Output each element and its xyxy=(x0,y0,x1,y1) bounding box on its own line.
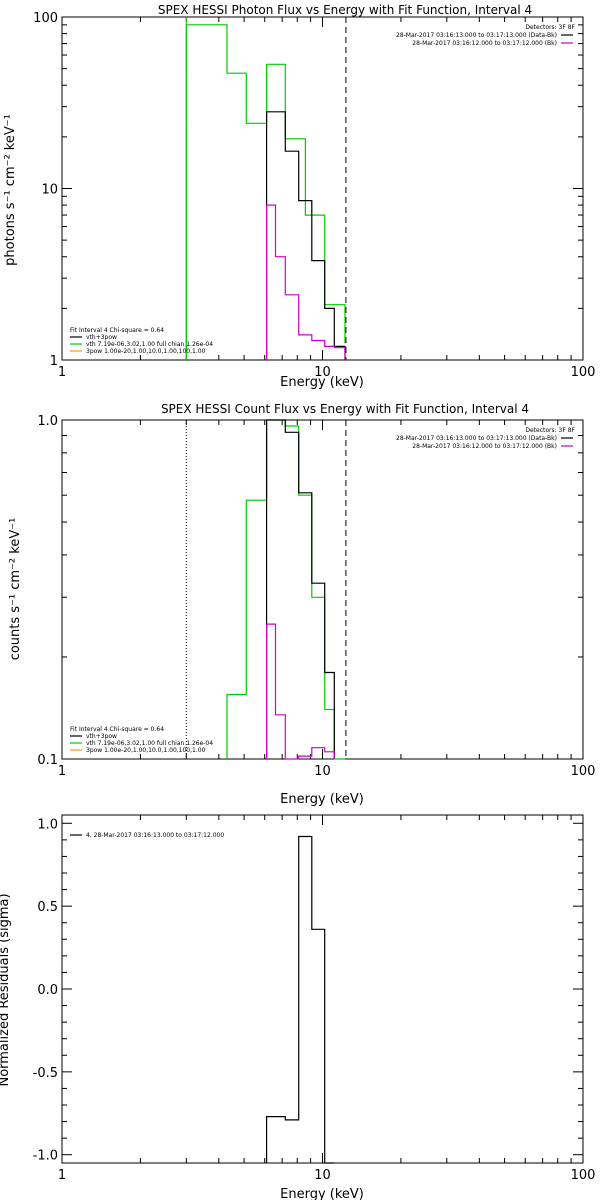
legend-header: Detectors: 3F 8F xyxy=(525,427,575,434)
legend-entry: 3pow 1.00e-20,1.00,10.0,1.00,100,1.00 xyxy=(86,747,206,754)
legend-entry: vth 7.19e-06,3.02,1.00 full chian 1.26e-… xyxy=(86,740,213,747)
legend-entry: vth+3pow xyxy=(86,733,117,740)
x-axis-label: Energy (keV) xyxy=(280,375,364,390)
y-tick-label: 100 xyxy=(33,11,58,26)
panel-title: SPEX HESSI Photon Flux vs Energy with Fi… xyxy=(158,3,532,17)
y-tick-label: 0.0 xyxy=(37,983,58,998)
x-tick-label: 100 xyxy=(571,365,596,380)
y-tick-label: 1.0 xyxy=(37,414,58,429)
y-tick-label: 1.0 xyxy=(37,817,58,832)
y-tick-label: 0.5 xyxy=(37,900,58,915)
x-tick-label: 10 xyxy=(314,365,331,380)
legend-header: Fit Interval 4 Chi-square = 0.64 xyxy=(70,327,164,334)
x-tick-label: 1 xyxy=(58,1168,66,1183)
y-tick-label: 1 xyxy=(50,354,58,369)
legend-entry: 28-Mar-2017 03:16:13.000 to 03:17:13.000… xyxy=(396,32,557,39)
y-tick-label: -1.0 xyxy=(33,1149,58,1164)
series-line xyxy=(266,419,335,759)
y-tick-label: -0.5 xyxy=(33,1066,58,1081)
legend-entry: 28-Mar-2017 03:16:12.000 to 03:17:12.000… xyxy=(412,443,557,450)
x-tick-label: 100 xyxy=(571,764,596,779)
plot-frame xyxy=(61,16,584,361)
plot-frame xyxy=(61,814,584,1164)
series-line xyxy=(266,835,335,1164)
series-line xyxy=(266,111,346,360)
plot-frame xyxy=(61,419,584,760)
x-axis-label: Energy (keV) xyxy=(280,792,364,807)
legend-header: Fit Interval 4 Chi-square = 0.64 xyxy=(70,726,164,733)
photon-flux-panel: SPEX HESSI Photon Flux vs Energy with Fi… xyxy=(3,3,595,390)
x-tick-label: 10 xyxy=(314,764,331,779)
series-line xyxy=(185,24,346,360)
legend-entry: 28-Mar-2017 03:16:13.000 to 03:17:13.000… xyxy=(396,435,557,442)
residuals-panel: Energy (keV) Normalized Residuals (sigma… xyxy=(0,814,596,1200)
legend-entry: vth 7.19e-06,3.02,1.00 full chian 1.26e-… xyxy=(86,341,213,348)
series-line xyxy=(266,623,335,760)
panel-title: SPEX HESSI Count Flux vs Energy with Fit… xyxy=(161,402,529,416)
y-tick-label: 10 xyxy=(41,183,58,198)
series-line xyxy=(266,204,346,360)
x-tick-label: 1 xyxy=(58,365,66,380)
legend-entry: 4, 28-Mar-2017 03:16:13.000 to 03:17:12.… xyxy=(86,832,224,839)
legend-header: Detectors: 3F 8F xyxy=(525,24,575,31)
y-axis-label: counts s⁻¹ cm⁻² keV⁻¹ xyxy=(8,518,23,661)
count-flux-panel: SPEX HESSI Count Flux vs Energy with Fit… xyxy=(8,402,595,807)
legend-entry: vth+3pow xyxy=(86,334,117,341)
x-tick-label: 100 xyxy=(571,1168,596,1183)
x-tick-label: 10 xyxy=(314,1168,331,1183)
y-tick-label: 0.1 xyxy=(37,753,58,768)
y-axis-label: photons s⁻¹ cm⁻² keV⁻¹ xyxy=(3,114,18,266)
legend-entry: 3pow 1.00e-20,1.00,10.0,1.00,100,1.00 xyxy=(86,348,206,355)
x-axis-label: Energy (keV) xyxy=(280,1187,364,1200)
y-axis-label: Normalized Residuals (sigma) xyxy=(0,893,12,1086)
x-tick-label: 1 xyxy=(58,764,66,779)
series-line xyxy=(226,419,345,760)
legend-entry: 28-Mar-2017 03:16:12.000 to 03:17:12.000… xyxy=(412,40,557,47)
